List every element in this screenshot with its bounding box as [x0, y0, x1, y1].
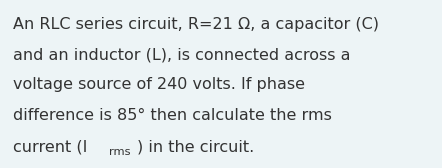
Text: difference is 85° then calculate the rms: difference is 85° then calculate the rms	[13, 108, 332, 122]
Text: An RLC series circuit, R=21 Ω, a capacitor (C): An RLC series circuit, R=21 Ω, a capacit…	[13, 17, 379, 32]
Text: rms: rms	[109, 147, 131, 157]
Text: current (I: current (I	[13, 139, 88, 154]
Text: and an inductor (L), is connected across a: and an inductor (L), is connected across…	[13, 47, 351, 62]
Text: ) in the circuit.: ) in the circuit.	[137, 139, 255, 154]
Text: voltage source of 240 volts. If phase: voltage source of 240 volts. If phase	[13, 77, 305, 92]
